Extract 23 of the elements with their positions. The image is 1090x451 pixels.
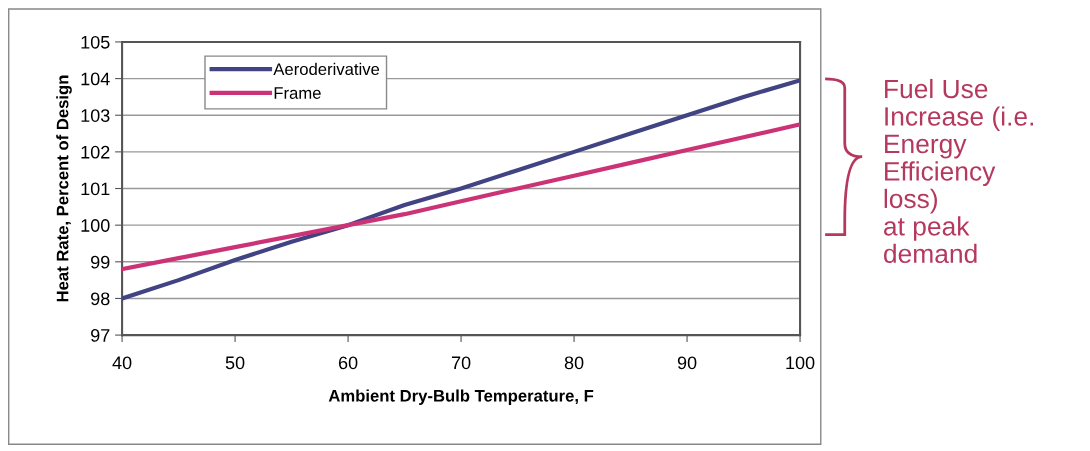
x-tick-label: 40	[112, 356, 132, 370]
y-tick-label: 99	[91, 255, 110, 269]
y-tick-label: 104	[81, 72, 110, 86]
legend-label: Frame	[274, 87, 321, 99]
text: Fuel Use Increase (i.e. Energy Efficiency loss) at peak demand	[884, 78, 1034, 264]
y-tick-label: 105	[81, 35, 110, 49]
x-tick-label: 50	[225, 356, 245, 370]
x-tick-label: 90	[677, 356, 697, 370]
line-series	[122, 122, 801, 272]
y-tick-label: 103	[81, 109, 110, 122]
x-tick-label: 80	[564, 356, 584, 370]
line-series	[122, 78, 801, 301]
y-tick-label: 102	[81, 145, 110, 159]
y-axis-title: Heat Rate, Percent of Design	[56, 75, 72, 302]
x-axis-title: Ambient Dry-Bulb Temperature, F	[328, 389, 594, 405]
y-tick-label: 97	[91, 329, 110, 342]
y-tick-label: 98	[91, 292, 110, 306]
x-tick-label: 60	[338, 356, 358, 370]
x-tick-label: 70	[451, 356, 471, 370]
legend-label: Aeroderivative	[273, 62, 380, 76]
x-tick-label: 100	[786, 356, 815, 370]
y-tick-label: 101	[81, 182, 110, 196]
y-tick-label: 100	[81, 219, 110, 232]
